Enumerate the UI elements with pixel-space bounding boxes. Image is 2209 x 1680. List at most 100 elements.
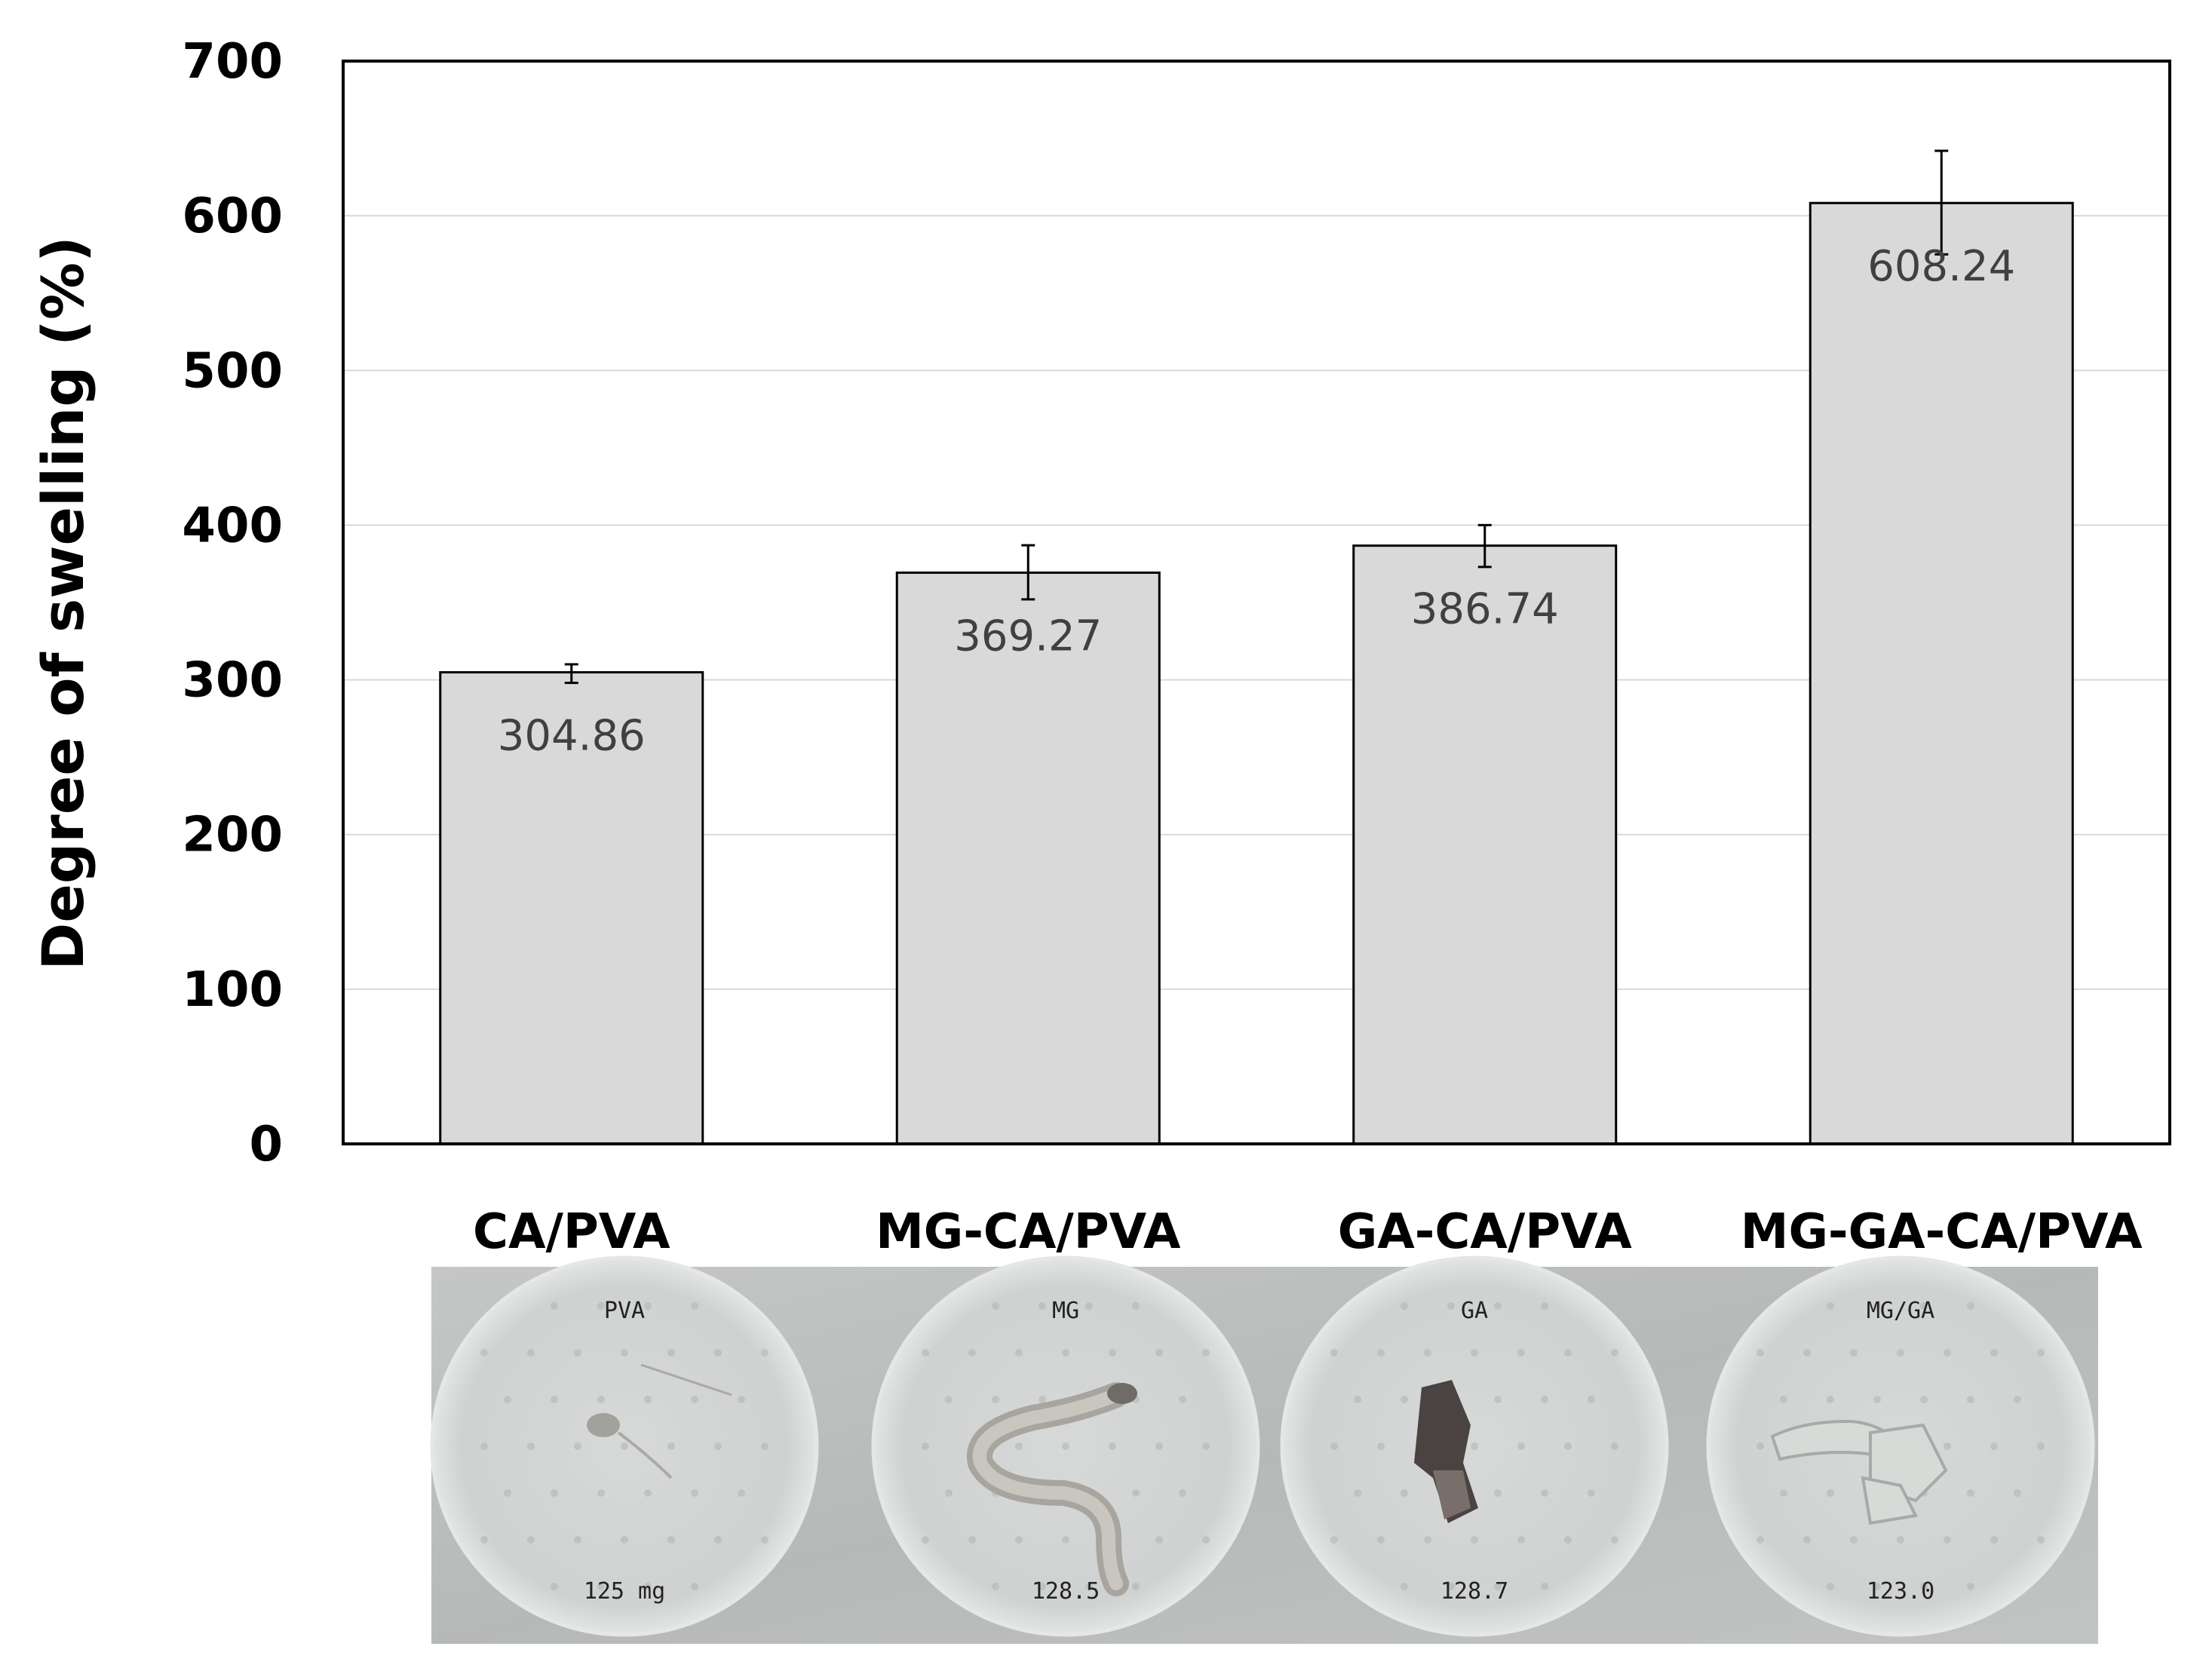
dish-dimple <box>1494 1396 1502 1403</box>
dish-dimple <box>1424 1536 1431 1544</box>
sample-strip-mg <box>966 1382 1137 1596</box>
dish-dimple <box>1564 1442 1572 1450</box>
dish-dimple <box>644 1302 652 1310</box>
dish-dimple <box>1202 1536 1210 1544</box>
dish-dimple <box>667 1536 675 1544</box>
dish-dimple <box>551 1396 558 1403</box>
y-tick-label: 400 <box>182 498 283 553</box>
sample-bottom-label: 128.5 <box>1032 1578 1100 1605</box>
dish-dimple <box>968 1536 976 1544</box>
sample-top-label: MG <box>1052 1298 1079 1324</box>
y-tick-label: 200 <box>182 808 283 863</box>
dish-dimple <box>1401 1396 1408 1403</box>
photo-handwritten-labels: PVA 125 mg MG 128.5 GA 128.7 MG/GA 123.0 <box>584 1298 1934 1605</box>
dish-dimple <box>1990 1442 1998 1450</box>
dish-dimple <box>2037 1349 2045 1357</box>
dish-dimple <box>1944 1536 1951 1544</box>
dish-dimple <box>738 1396 745 1403</box>
data-label: 304.86 <box>498 712 646 761</box>
dish-dimple <box>1447 1302 1455 1310</box>
sample-film-mg-ga <box>1770 1419 1948 1525</box>
dish-dimple <box>1155 1349 1163 1357</box>
sample-bottom-label: 128.7 <box>1440 1578 1508 1605</box>
sample-bottom-label: 125 mg <box>584 1578 665 1605</box>
dish-dimple <box>1132 1583 1140 1590</box>
dish-dimple <box>1611 1349 1618 1357</box>
dish-dimple <box>480 1349 488 1357</box>
dish-dimple <box>597 1489 605 1497</box>
dish-dimple <box>574 1536 581 1544</box>
dish-dimple <box>1132 1489 1140 1497</box>
dish-dimple <box>1850 1536 1858 1544</box>
dish-dimple <box>922 1349 929 1357</box>
dish-dimple <box>1803 1536 1811 1544</box>
dish-dimple <box>644 1583 652 1590</box>
dish-dimple <box>1039 1396 1046 1403</box>
dish-dimple <box>1471 1536 1478 1544</box>
dish-dimple <box>621 1536 628 1544</box>
dish-dimple <box>574 1442 581 1450</box>
dish-dimple <box>1873 1583 1881 1590</box>
dish-dimple <box>945 1489 953 1497</box>
error-bars <box>564 149 1949 685</box>
dish-dimple <box>992 1583 999 1590</box>
dish-dimple <box>1494 1489 1502 1497</box>
dish-dimple <box>1155 1536 1163 1544</box>
dish-dimple <box>1967 1302 1974 1310</box>
dish-dimple <box>1401 1583 1408 1590</box>
data-label: 369.27 <box>954 612 1102 661</box>
dish-dimple <box>1377 1442 1385 1450</box>
sample-piece-ga <box>1414 1380 1478 1523</box>
dish-dimple <box>1015 1349 1023 1357</box>
dish-dimple <box>527 1442 535 1450</box>
y-tick-label: 0 <box>249 1117 283 1173</box>
dish-dimple <box>1132 1302 1140 1310</box>
dish-dimple <box>1085 1302 1093 1310</box>
dish-dimple <box>1085 1583 1093 1590</box>
dish-dimple <box>1354 1489 1361 1497</box>
y-tick-label: 100 <box>182 962 283 1018</box>
dish-dimple <box>1541 1583 1548 1590</box>
dish-dimple <box>1564 1349 1572 1357</box>
dish-dimple <box>691 1396 698 1403</box>
sample-top-label: PVA <box>604 1298 645 1324</box>
dish-dimple <box>691 1302 698 1310</box>
dish-dimple <box>1155 1442 1163 1450</box>
dish-dimple <box>1944 1442 1951 1450</box>
dish-dimple <box>691 1583 698 1590</box>
dish-dimple <box>1330 1442 1338 1450</box>
dish-dimple <box>1330 1349 1338 1357</box>
dish-dimple <box>1401 1489 1408 1497</box>
dish-dimple <box>714 1536 722 1544</box>
dish-dimple <box>597 1583 605 1590</box>
dish-dimple <box>1803 1349 1811 1357</box>
dish-dimple <box>1517 1349 1525 1357</box>
dish-dimple <box>2014 1489 2021 1497</box>
dish-dimple <box>1756 1442 1764 1450</box>
dish-dimple <box>597 1396 605 1403</box>
dish-dimple <box>1827 1396 1834 1403</box>
dish-dimple <box>1015 1536 1023 1544</box>
sample-photo: PVA 125 mg MG 128.5 GA 128.7 MG/GA 123.0 <box>430 1255 2098 1644</box>
bar <box>1352 544 1618 1145</box>
dish-dimple <box>1541 1302 1548 1310</box>
dish-dimple <box>922 1536 929 1544</box>
dish-dimple <box>945 1396 953 1403</box>
bar <box>1809 201 2074 1145</box>
data-label: 386.74 <box>1411 585 1559 634</box>
dish-dimple <box>1424 1349 1431 1357</box>
category-label: CA/PVA <box>473 1204 670 1260</box>
dish-dimple <box>597 1302 605 1310</box>
category-label: GA-CA/PVA <box>1338 1204 1633 1260</box>
y-tick-label: 600 <box>182 189 283 244</box>
dish-dimple <box>1873 1396 1881 1403</box>
dish-dimple <box>1179 1396 1186 1403</box>
dish-dimple <box>1920 1302 1928 1310</box>
dish-dimple <box>1780 1489 1787 1497</box>
dish-dimple <box>551 1583 558 1590</box>
dish-dimple <box>1330 1536 1338 1544</box>
sample-bottom-label: 123.0 <box>1867 1578 1934 1605</box>
dish-dimple <box>761 1442 769 1450</box>
dish-dimple <box>761 1536 769 1544</box>
dish-dimple <box>1541 1396 1548 1403</box>
